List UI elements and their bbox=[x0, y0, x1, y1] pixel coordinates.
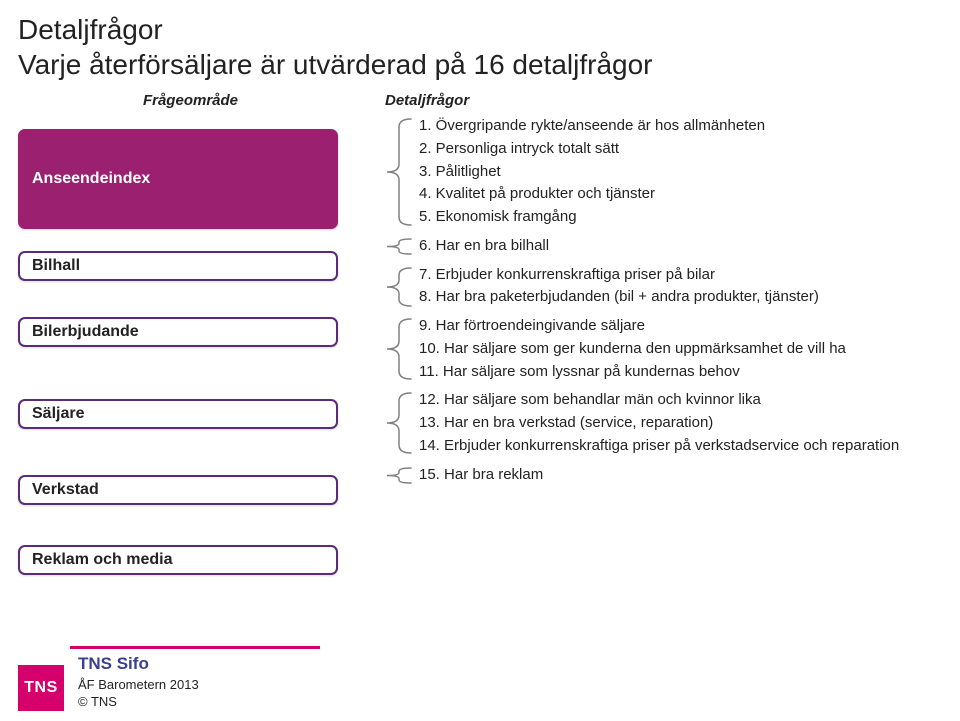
category-box: Verkstad bbox=[18, 475, 338, 505]
detail-group: 12. Har säljare som behandlar män och kv… bbox=[385, 391, 942, 455]
category-spacer bbox=[18, 281, 363, 317]
detail-item: 6. Har en bra bilhall bbox=[419, 237, 942, 256]
detail-list: 12. Har säljare som behandlar män och kv… bbox=[419, 391, 942, 455]
category-spacer bbox=[18, 429, 363, 475]
category-spacer bbox=[18, 229, 363, 251]
detail-item: 9. Har förtroendeingivande säljare bbox=[419, 317, 942, 336]
category-wrap: Anseendeindex bbox=[18, 129, 363, 251]
detail-group: 7. Erbjuder konkurrenskraftiga priser på… bbox=[385, 266, 942, 308]
category-box: Bilerbjudande bbox=[18, 317, 338, 347]
detail-list: 1. Övergripande rykte/anseende är hos al… bbox=[419, 117, 942, 227]
detail-list: 7. Erbjuder konkurrenskraftiga priser på… bbox=[419, 266, 942, 308]
detail-item: 1. Övergripande rykte/anseende är hos al… bbox=[419, 117, 942, 136]
footer: TNS TNS Sifo ÅF Barometern 2013 © TNS bbox=[0, 653, 199, 711]
category-box: Bilhall bbox=[18, 251, 338, 281]
category-spacer bbox=[18, 347, 363, 399]
detail-group: 15. Har bra reklam bbox=[385, 466, 942, 485]
detail-list: 6. Har en bra bilhall bbox=[419, 237, 942, 256]
footer-divider bbox=[70, 646, 320, 649]
detail-item: 15. Har bra reklam bbox=[419, 466, 942, 485]
detail-group: 1. Övergripande rykte/anseende är hos al… bbox=[385, 117, 942, 227]
category-wrap: Verkstad bbox=[18, 475, 363, 545]
category-wrap: Säljare bbox=[18, 399, 363, 475]
detail-group: 6. Har en bra bilhall bbox=[385, 237, 942, 256]
detail-item: 13. Har en bra verkstad (service, repara… bbox=[419, 414, 942, 433]
detail-item: 14. Erbjuder konkurrenskraftiga priser p… bbox=[419, 437, 942, 456]
detail-item: 5. Ekonomisk framgång bbox=[419, 208, 942, 227]
category-wrap: Bilhall bbox=[18, 251, 363, 317]
category-spacer bbox=[18, 505, 363, 545]
category-box: Anseendeindex bbox=[18, 129, 338, 229]
footer-subtitle: ÅF Barometern 2013 bbox=[78, 676, 199, 694]
category-box: Säljare bbox=[18, 399, 338, 429]
detail-item: 3. Pålitlighet bbox=[419, 163, 942, 182]
detail-item: 8. Har bra paketerbjudanden (bil + andra… bbox=[419, 288, 942, 307]
tns-logo-box: TNS bbox=[18, 665, 64, 711]
detail-item: 2. Personliga intryck totalt sätt bbox=[419, 140, 942, 159]
detail-list: 15. Har bra reklam bbox=[419, 466, 942, 485]
category-wrap: Reklam och media bbox=[18, 545, 363, 575]
footer-text: TNS Sifo ÅF Barometern 2013 © TNS bbox=[78, 653, 199, 711]
detail-item: 10. Har säljare som ger kunderna den upp… bbox=[419, 340, 942, 359]
page-title: Detaljfrågor Varje återförsäljare är utv… bbox=[18, 12, 942, 82]
right-column-heading: Detaljfrågor bbox=[385, 92, 942, 109]
detail-item: 4. Kvalitet på produkter och tjänster bbox=[419, 185, 942, 204]
footer-copyright: © TNS bbox=[78, 693, 199, 711]
detail-item: 12. Har säljare som behandlar män och kv… bbox=[419, 391, 942, 410]
detail-list: 9. Har förtroendeingivande säljare 10. Ha… bbox=[419, 317, 942, 381]
title-line-2: Varje återförsäljare är utvärderad på 16… bbox=[18, 49, 653, 80]
footer-sifo: TNS Sifo bbox=[78, 653, 199, 676]
category-box: Reklam och media bbox=[18, 545, 338, 575]
right-column: Detaljfrågor 1. Övergripande rykte/ansee… bbox=[385, 92, 942, 575]
title-line-1: Detaljfrågor bbox=[18, 14, 163, 45]
slide-root: Detaljfrågor Varje återförsäljare är utv… bbox=[0, 0, 960, 721]
category-wrap: Bilerbjudande bbox=[18, 317, 363, 399]
left-column: Frågeområde Anseendeindex Bilhall Bilerbju… bbox=[18, 92, 363, 575]
columns: Frågeområde Anseendeindex Bilhall Bilerbju… bbox=[18, 92, 942, 575]
detail-group: 9. Har förtroendeingivande säljare 10. Ha… bbox=[385, 317, 942, 381]
left-column-heading: Frågeområde bbox=[18, 92, 363, 109]
tns-logo-label: TNS bbox=[24, 679, 58, 697]
detail-item: 11. Har säljare som lyssnar på kundernas… bbox=[419, 363, 942, 382]
detail-item: 7. Erbjuder konkurrenskraftiga priser på… bbox=[419, 266, 942, 285]
